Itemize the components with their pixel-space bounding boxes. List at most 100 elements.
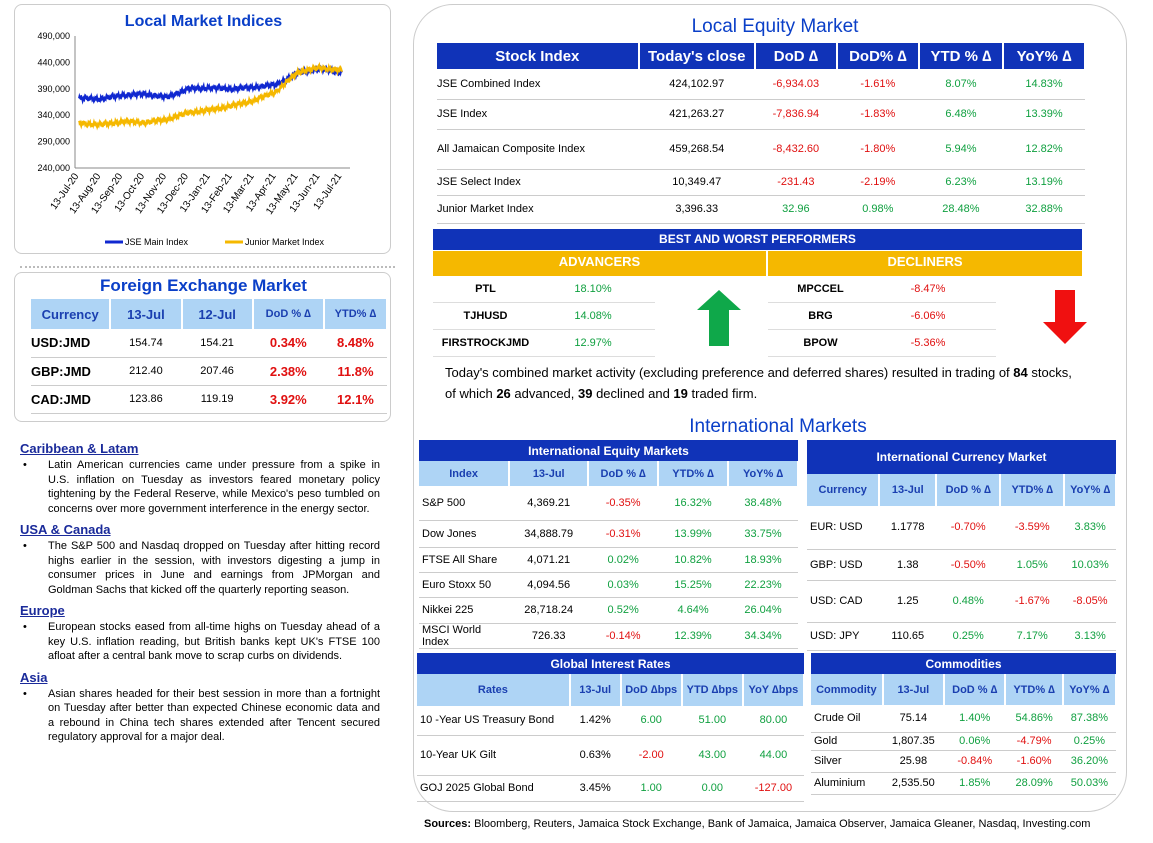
equity-cell: -1.61%: [836, 69, 919, 100]
rates-cell: -2.00: [620, 735, 682, 776]
commodities-header-cell: DoD % ∆: [944, 674, 1007, 705]
equity-index-name: JSE Select Index: [437, 169, 639, 196]
equity-cell: 6.23%: [918, 169, 1003, 196]
equity-cell: 32.88%: [1003, 195, 1085, 224]
intl-currency-row: USD: CAD 1.25 0.48% -1.67% -8.05%: [807, 580, 1116, 623]
equity-header-cell: YoY% ∆: [1003, 43, 1086, 69]
news-heading[interactable]: USA & Canada: [20, 522, 111, 537]
equity-cell: 459,268.54: [638, 129, 755, 170]
advancer-change: 18.10%: [574, 283, 612, 295]
summary-text: declined and: [592, 386, 674, 401]
summary-declined: 39: [578, 386, 593, 401]
commodities-label: Gold: [811, 732, 883, 751]
rates-header-cell: DoD ∆bps: [620, 674, 683, 706]
equity-cell: 28.48%: [918, 195, 1003, 224]
equity-cell: 3,396.33: [638, 195, 755, 224]
decliners-list: MPCCEL -8.47% BRG -6.06% BPOW -5.36%: [768, 276, 996, 357]
fx-header-cell: YTD% ∆: [323, 299, 389, 329]
advancer-ticker: FIRSTROCKJMD: [441, 337, 530, 349]
equity-index-name: All Jamaican Composite Index: [437, 129, 639, 170]
decliner-ticker: BRG: [808, 310, 833, 322]
rates-header-cell: 13-Jul: [569, 674, 622, 706]
intl-equity-cell: -0.31%: [588, 520, 659, 548]
intl-currency-cell: -1.67%: [1000, 580, 1065, 623]
commodities-label: Aluminium: [811, 772, 883, 795]
commodities-cell: 1,807.35: [882, 732, 945, 751]
intl-currency-cell: 1.05%: [1000, 549, 1065, 581]
fx-ytd: 11.8%: [323, 357, 387, 386]
equity-cell: 10,349.47: [638, 169, 755, 196]
interest-rates-table: Global Interest Rates Rates 13-Jul DoD ∆bps…: [417, 653, 806, 802]
commodities-header-row: Commodity 13-Jul DoD % ∆ YTD% ∆ YoY% ∆: [811, 674, 1118, 705]
news-list: Asian shares headed for their best sessi…: [20, 687, 380, 745]
decliners-header: DECLINERS: [768, 251, 1082, 276]
decliner-ticker: MPCCEL: [797, 283, 844, 295]
rates-cell: 1.00: [620, 775, 682, 802]
intl-equity-title: International Equity Markets: [419, 440, 798, 461]
equity-cell: 12.82%: [1003, 129, 1085, 170]
fx-ytd: 12.1%: [323, 385, 387, 414]
fx-title: Foreign Exchange Market: [100, 276, 307, 295]
fx-header-cell: Currency: [31, 299, 112, 329]
intl-currency-cell: 7.17%: [1000, 622, 1065, 651]
equity-cell: 13.39%: [1003, 99, 1085, 130]
legend-label: JSE Main Index: [125, 237, 189, 247]
intl-currency-label: GBP: USD: [807, 549, 880, 581]
intl-equity-cell: 4,094.56: [509, 572, 589, 598]
intl-currency-cell: 3.13%: [1064, 622, 1116, 651]
commodities-title-row: Commodities: [811, 653, 1116, 674]
equity-index-name: JSE Combined Index: [437, 69, 639, 100]
summary-text: advanced,: [510, 386, 578, 401]
equity-index-name: JSE Index: [437, 99, 639, 130]
intl-equity-cell: 38.48%: [728, 486, 798, 521]
commodities-cell: 1.85%: [944, 772, 1006, 795]
summary-text: stocks, of which: [445, 365, 1072, 401]
intl-currency-label: EUR: USD: [807, 506, 880, 550]
intl-equity-header-row: Index 13-Jul DoD % ∆ YTD% ∆ YoY% ∆: [419, 461, 799, 486]
intl-equity-cell: 28,718.24: [509, 597, 589, 624]
equity-header-cell: Today's close: [638, 43, 756, 69]
commodities-cell: -4.79%: [1005, 732, 1063, 751]
fx-panel: Foreign Exchange Market Currency 13-Jul 12…: [14, 272, 391, 422]
fx-value-12jul: 207.46: [181, 357, 253, 386]
intl-currency-title-row: International Currency Market: [807, 440, 1116, 474]
news-heading[interactable]: Caribbean & Latam: [20, 441, 139, 456]
intl-equity-row: S&P 500 4,369.21 -0.35% 16.32% 38.48%: [419, 486, 798, 521]
intl-equity-cell: 0.52%: [588, 597, 659, 624]
news-heading[interactable]: Europe: [20, 603, 65, 618]
commodities-cell: 75.14: [882, 705, 945, 733]
intl-equity-row: Dow Jones 34,888.79 -0.31% 13.99% 33.75%: [419, 520, 798, 548]
equity-cell: 421,263.27: [638, 99, 755, 130]
intl-equity-cell: 4,071.21: [509, 547, 589, 573]
commodities-label: Silver: [811, 750, 883, 773]
news-heading[interactable]: Asia: [20, 669, 48, 685]
rates-header-cell: YoY ∆bps: [742, 674, 806, 706]
intl-currency-cell: -0.50%: [936, 549, 1001, 581]
fx-header-cell: 12-Jul: [181, 299, 254, 329]
intl-equity-cell: 34,888.79: [509, 520, 589, 548]
equity-title: Local Equity Market: [691, 16, 859, 37]
equity-cell: -2.19%: [836, 169, 919, 196]
intl-equity-label: MSCI World Index: [419, 623, 510, 649]
intl-equity-cell: 33.75%: [728, 520, 798, 548]
intl-currency-cell: 1.38: [879, 549, 937, 581]
market-summary: Today's combined market activity (exclud…: [445, 362, 1085, 404]
rates-cell: 1.42%: [569, 706, 621, 736]
intl-equity-header-cell: 13-Jul: [509, 461, 590, 486]
commodities-header-cell: 13-Jul: [882, 674, 946, 705]
y-tick-label: 290,000: [37, 137, 70, 147]
commodities-cell: 0.06%: [944, 732, 1006, 751]
summary-advanced: 26: [496, 386, 511, 401]
rates-cell: 3.45%: [569, 775, 621, 802]
intl-currency-cell: 110.65: [879, 622, 937, 651]
advancers-header: ADVANCERS: [433, 251, 766, 276]
decliner-change: -8.47%: [910, 283, 946, 295]
intl-equity-cell: 18.93%: [728, 547, 798, 573]
intl-equity-header-cell: YTD% ∆: [658, 461, 730, 486]
intl-equity-cell: 726.33: [509, 623, 589, 649]
intl-currency-header-cell: 13-Jul: [879, 474, 938, 506]
commodities-table: Commodities Commodity 13-Jul DoD % ∆ YTD% ∆ Y…: [811, 653, 1118, 795]
rates-title-row: Global Interest Rates: [417, 653, 804, 674]
up-arrow-icon: [697, 290, 741, 346]
commodities-cell: 0.25%: [1062, 732, 1116, 751]
